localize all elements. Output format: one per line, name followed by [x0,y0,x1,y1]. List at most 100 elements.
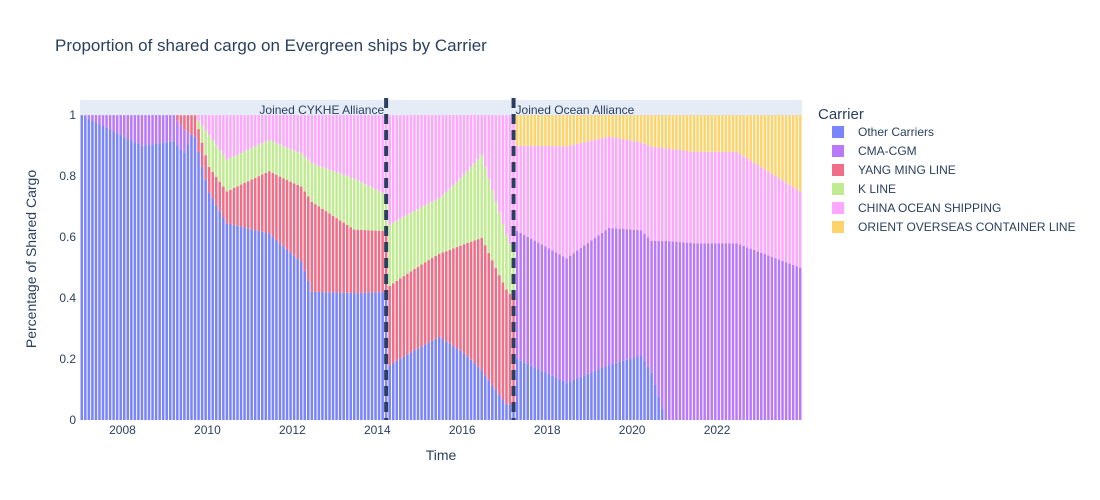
legend-swatch[interactable] [832,183,844,195]
bar-segment [586,373,590,420]
bar-segment [214,176,218,205]
legend-item-label[interactable]: ORIENT OVERSEAS CONTAINER LINE [858,220,1076,234]
bar-segment [721,151,724,244]
bar-segment [296,258,299,420]
bar-segment [80,115,84,421]
legend-item-label[interactable]: CHINA OCEAN SHIPPING [858,201,1001,215]
bar-segment [625,115,629,140]
bar-segment [292,150,296,184]
bar-segment [664,240,668,420]
bar-segment [798,191,802,268]
bar-segment [682,115,685,151]
legend-swatch[interactable] [832,202,844,214]
legend-swatch[interactable] [832,221,844,233]
bar-segment [250,229,253,420]
bar-segment [360,229,363,293]
bar-segment [526,115,529,146]
bar-segment [575,143,579,251]
legend-swatch[interactable] [832,164,844,176]
x-axis-title: Time [426,447,457,463]
bar-segment [657,115,660,148]
bar-segment [218,149,222,182]
bar-segment [338,173,342,221]
bar-segment [459,115,462,179]
bar-segment [636,115,639,142]
bar-segment [434,200,437,256]
bar-segment [777,178,781,260]
bar-segment [133,142,137,420]
bar-segment [434,255,437,339]
bar-segment [374,292,377,420]
bar-segment [186,132,190,145]
bar-segment [515,115,519,146]
bar-segment [108,129,112,420]
bar-segment [87,115,91,119]
bar-segment [551,250,554,376]
bar-segment [660,240,664,409]
bar-segment [597,115,600,139]
bar-segment [445,341,448,420]
bar-segment [554,146,558,253]
bar-segment [193,136,197,420]
bar-segment [487,115,491,179]
bar-segment [377,115,381,192]
bar-segment [388,224,391,286]
x-tick-label: 2014 [364,423,391,437]
bar-segment [303,156,307,192]
bar-segment [324,168,328,212]
bar-segment [469,241,473,360]
bar-segment [211,140,214,172]
bar-segment [268,115,271,141]
bar-segment [222,154,225,187]
bar-segment [243,151,246,183]
bar-segment [253,230,257,420]
bar-segment [176,145,179,420]
bar-segment [459,245,462,351]
bar-segment [607,115,611,137]
bar-segment [345,292,349,420]
bar-segment [767,255,770,420]
bar-segment [402,276,406,357]
bar-segment [197,151,200,420]
bar-segment [264,115,268,142]
bar-segment [437,198,441,254]
bar-segment [275,143,278,175]
legend-item-label[interactable]: Other Carriers [858,125,934,139]
bar-segment [728,243,731,420]
y-axis-title: Percentage of Shared Cargo [23,170,39,348]
bar-segment [303,191,307,271]
legend-swatch[interactable] [832,145,844,157]
bar-segment [423,115,427,206]
y-tick-label: 0 [69,413,76,427]
bar-segment [540,244,544,371]
bar-segment [91,120,94,421]
bar-segment [296,184,299,259]
bar-segment [622,139,625,230]
y-tick-label: 0.8 [59,169,76,183]
bar-segment [770,173,774,257]
bar-segment [84,115,87,118]
legend-item-label[interactable]: CMA-CGM [858,144,917,158]
bar-segment [629,358,632,420]
legend-item-label[interactable]: K LINE [858,182,896,196]
legend-swatch[interactable] [832,126,844,138]
bar-segment [473,163,476,241]
bar-segment [335,172,338,219]
bar-segment [200,115,204,126]
bar-segment [554,115,558,147]
bar-segment [756,115,760,166]
bar-segment [310,115,314,164]
bar-segment [360,292,363,420]
legend-item-label[interactable]: YANG MING LINE [858,163,956,177]
bar-segment [399,358,402,420]
bar-segment [409,352,413,420]
bar-segment [508,404,512,420]
bar-segment [466,242,469,357]
bar-segment [703,151,706,244]
bar-segment [572,379,575,420]
bar-segment [795,266,798,420]
bar-segment [795,115,798,190]
bar-segment [108,115,112,130]
bar-segment [151,115,154,145]
bar-segment [561,115,565,147]
